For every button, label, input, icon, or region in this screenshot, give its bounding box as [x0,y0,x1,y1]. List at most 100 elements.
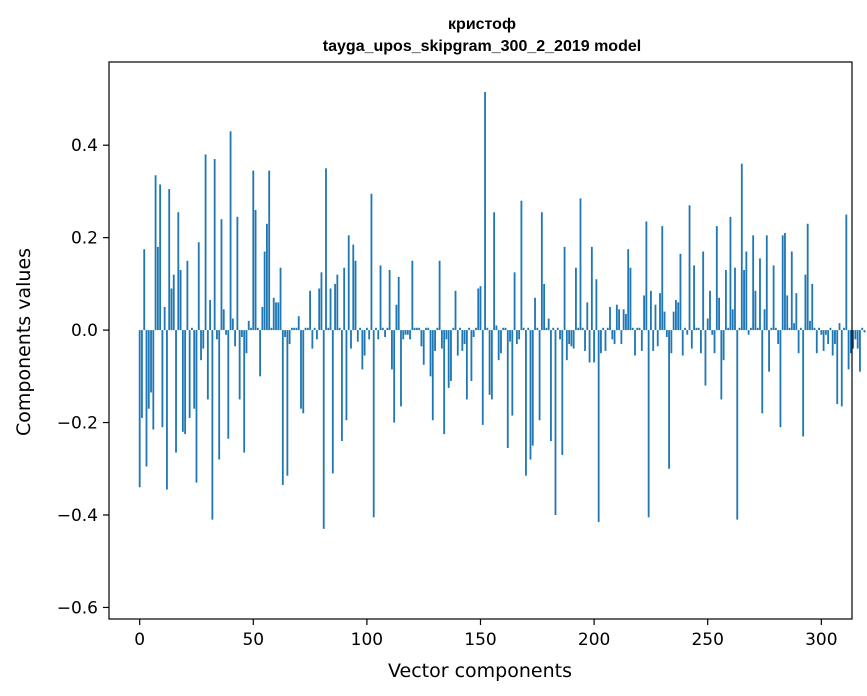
bar [675,300,677,331]
bar [540,212,543,331]
bar [220,219,223,331]
x-axis-label: Vector components [388,660,572,682]
bar [559,330,561,340]
bar [463,330,466,344]
bar [581,327,584,331]
bar [695,327,698,331]
bar [588,330,591,363]
y-tick-label: −0.4 [57,506,98,526]
bar [513,272,516,331]
bar [611,330,614,340]
bar [579,198,582,331]
bar [552,327,555,331]
bar [172,274,175,331]
bar [704,330,707,386]
bar [727,327,730,331]
bar [606,327,609,331]
bar [809,320,811,331]
bar [252,170,255,331]
bar [409,330,411,340]
bar [856,330,859,349]
bar [465,330,468,400]
bar [563,246,566,331]
bar [404,330,407,335]
bar [631,327,634,331]
bar [520,200,523,331]
bar [468,327,471,331]
bar [279,267,282,331]
bar [445,330,448,340]
bar [718,297,720,331]
bar [786,295,789,331]
bar [502,327,505,331]
bar [363,330,366,356]
bar [154,175,157,331]
bar [197,242,200,331]
bar [595,279,598,331]
bar [229,131,232,331]
bar [504,327,507,331]
bar [743,270,745,331]
bar [772,265,775,331]
bar [372,330,375,518]
bar [811,283,814,331]
bar [652,330,655,351]
bar [763,309,766,331]
bar [188,330,191,418]
bar [765,235,768,331]
bar [225,330,227,335]
bar [556,327,559,331]
bar [820,330,823,335]
bar [518,330,521,340]
bar [834,330,836,344]
bar [440,330,443,349]
bar [784,233,786,331]
bar [193,330,196,409]
bar [384,330,386,338]
bar [543,283,546,331]
bar [824,330,827,335]
bar [161,330,164,428]
bar [815,330,818,354]
bar [452,327,455,331]
bar [461,330,464,351]
bar [788,327,791,331]
bar [350,330,352,349]
bar [843,327,845,331]
bar [679,253,682,331]
bar [693,265,695,331]
bar [827,330,830,344]
bar [479,286,482,331]
bar [393,330,396,423]
bar [291,327,293,331]
bar [406,330,409,335]
bar [500,330,502,354]
bar [222,309,225,331]
bar [768,330,770,372]
x-tick-label: 0 [134,630,145,650]
bar [454,290,457,331]
bar [206,330,209,400]
bar [327,327,330,331]
bar [395,304,398,331]
bar [429,330,432,377]
bar [284,330,286,338]
bar [618,309,621,331]
y-tick-label: 0.2 [71,229,98,249]
plot-frame [108,61,853,620]
bar [422,330,425,365]
bar [854,330,857,340]
y-axis-label: Components values [13,248,35,436]
bar [702,251,705,331]
bar [665,330,668,338]
bar [340,330,343,442]
y-axis: −0.6 −0.4 −0.2 0.0 0.2 0.4 [57,136,109,618]
bar [347,235,350,331]
bar [661,226,664,331]
bar [238,330,241,400]
bar [436,327,439,331]
x-tick-label: 150 [464,630,496,650]
bar [168,189,171,331]
bar [668,330,670,469]
bar [600,330,602,354]
